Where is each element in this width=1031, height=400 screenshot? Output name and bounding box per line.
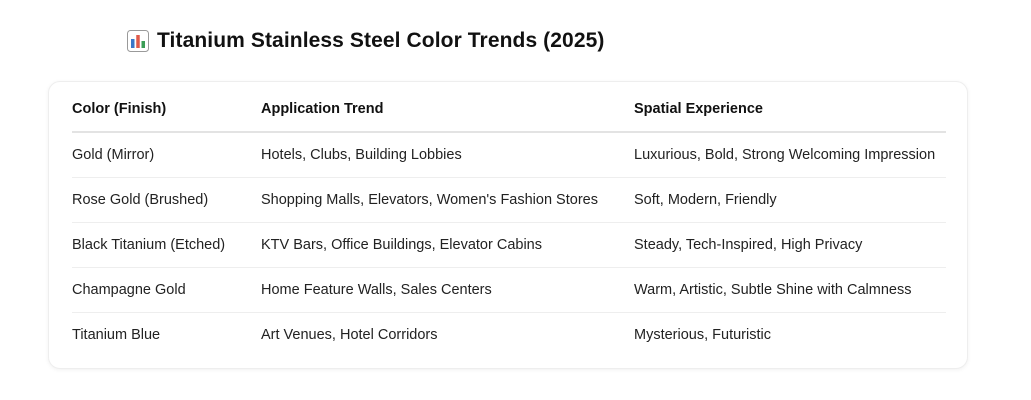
cell-spatial: Luxurious, Bold, Strong Welcoming Impres… — [634, 132, 946, 178]
table-row: Titanium Blue Art Venues, Hotel Corridor… — [72, 313, 946, 358]
cell-color: Rose Gold (Brushed) — [72, 177, 261, 223]
cell-spatial: Soft, Modern, Friendly — [634, 177, 946, 223]
table-row: Gold (Mirror) Hotels, Clubs, Building Lo… — [72, 132, 946, 178]
cell-application: Art Venues, Hotel Corridors — [261, 327, 438, 343]
cell-color: Gold (Mirror) — [72, 132, 261, 178]
page-heading: Titanium Stainless Steel Color Trends (2… — [127, 26, 604, 56]
color-trends-table: Color (Finish) Application Trend Spatial… — [72, 87, 946, 357]
cell-color: Titanium Blue — [72, 327, 161, 343]
page-title: Titanium Stainless Steel Color Trends (2… — [157, 29, 605, 52]
cell-color: Black Titanium (Etched) — [72, 222, 261, 268]
table-card: Color (Finish) Application Trend Spatial… — [48, 81, 968, 369]
cell-spatial: Steady, Tech-Inspired, High Privacy — [634, 222, 946, 268]
table-header-row: Color (Finish) Application Trend Spatial… — [72, 87, 946, 133]
cell-application: KTV Bars, Office Buildings, Elevator Cab… — [261, 222, 634, 268]
cell-spatial: Warm, Artistic, Subtle Shine with Calmne… — [634, 267, 946, 313]
cell-application: Shopping Malls, Elevators, Women's Fashi… — [261, 177, 634, 223]
bar-chart-icon — [127, 30, 149, 52]
cell-spatial: Mysterious, Futuristic — [634, 327, 771, 343]
column-header-color: Color (Finish) — [72, 87, 261, 133]
table-row: Rose Gold (Brushed) Shopping Malls, Elev… — [72, 177, 946, 223]
column-header-spatial: Spatial Experience — [634, 87, 946, 133]
table-row: Black Titanium (Etched) KTV Bars, Office… — [72, 222, 946, 268]
cell-color: Champagne Gold — [72, 267, 261, 313]
table-row: Champagne Gold Home Feature Walls, Sales… — [72, 267, 946, 313]
cell-application: Home Feature Walls, Sales Centers — [261, 267, 634, 313]
column-header-application: Application Trend — [261, 87, 634, 133]
cell-application: Hotels, Clubs, Building Lobbies — [261, 132, 634, 178]
